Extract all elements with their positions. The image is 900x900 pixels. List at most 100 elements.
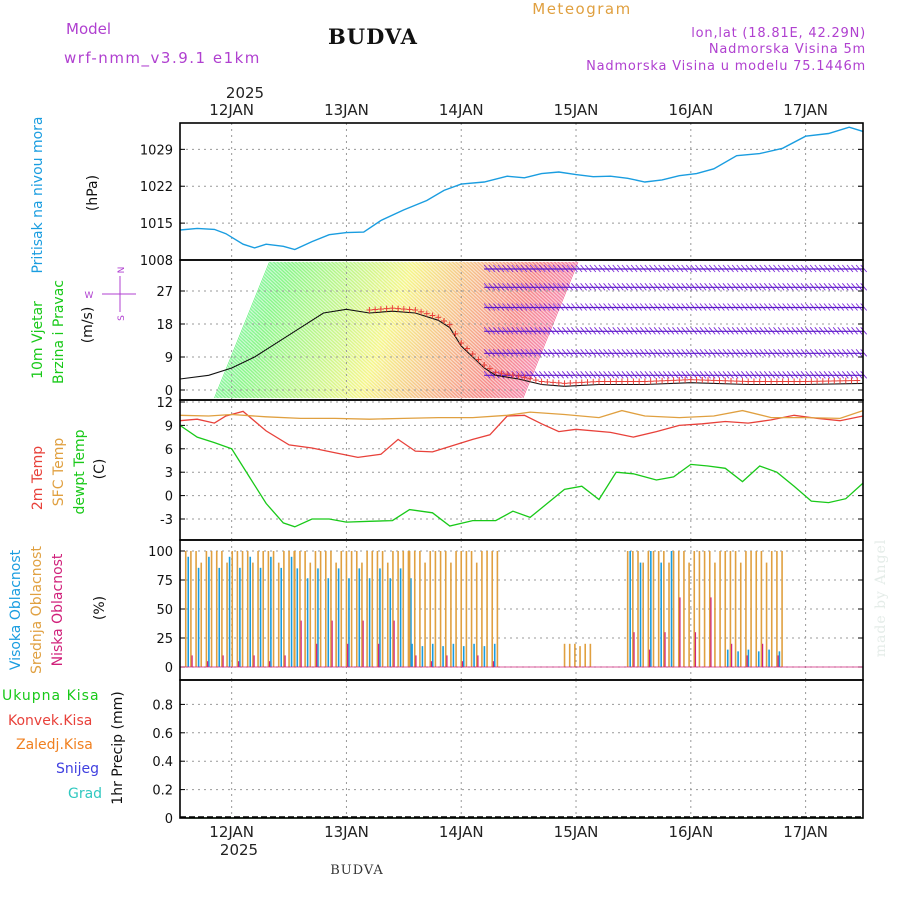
wind-axis-label-1: 10m Vjetar	[30, 301, 46, 379]
wind-barb-stroke	[402, 261, 459, 399]
wind-rose-west: W	[85, 291, 94, 301]
bottom-day-label: 12JAN	[209, 823, 254, 841]
pressure-panel: 1008 1015 1022 1029	[140, 122, 864, 269]
wind-barb-stroke	[345, 261, 401, 399]
wind-barb-stroke	[287, 261, 343, 399]
wind-barb-stroke	[368, 261, 424, 399]
temp-ytick-label: 12	[156, 396, 173, 411]
model-label: Model	[66, 20, 111, 38]
wind-barb-stroke	[302, 261, 358, 399]
wind-barb-stroke	[254, 261, 310, 399]
top-day-label: 17JAN	[783, 101, 828, 119]
wind-barb-stroke	[424, 261, 481, 399]
wind-barb-stroke	[357, 261, 413, 399]
pressure-line	[179, 126, 864, 251]
wind-rose-south: S	[117, 315, 127, 321]
wind-barb-stroke	[262, 261, 318, 399]
wind-barb-stroke	[343, 261, 400, 399]
wind-barb-stroke	[376, 261, 433, 399]
wind-barb-stroke	[434, 261, 491, 399]
precip-panel: 0 0.2 0.4 0.6 0.8	[152, 679, 864, 827]
wind-barb-stroke	[380, 261, 437, 399]
wind-barb-stroke	[435, 261, 492, 399]
wind-barb-stroke	[317, 261, 374, 399]
wind-barb-stroke	[238, 261, 295, 399]
wind-barb-stroke	[453, 261, 510, 399]
model-elevation-label: Nadmorska Visina u modelu 75.1446m	[586, 59, 866, 74]
wind-barb-stroke	[426, 261, 482, 399]
pressure-unit-label: (hPa)	[85, 175, 101, 211]
wind-barb-stroke	[346, 261, 402, 399]
wind-barb-stroke	[218, 261, 274, 399]
wind-barb-stroke	[255, 261, 312, 399]
t2m-axis-label: 2m Temp	[30, 446, 46, 510]
temp-ytick-label: 0	[165, 490, 173, 505]
model-name: wrf-nmm_v3.9.1 e1km	[64, 49, 261, 68]
wind-barb-stroke	[379, 261, 436, 399]
wind-barb-stroke	[251, 261, 307, 399]
wind-barb-stroke	[397, 261, 453, 399]
wind-barb-stroke	[227, 261, 284, 399]
wind-barb-stroke	[294, 261, 350, 399]
sfc-line	[179, 409, 864, 420]
wind-barb-stroke	[322, 261, 379, 399]
wind-barb-stroke	[318, 261, 375, 399]
wind-barb-stroke	[288, 261, 345, 399]
top-day-label: 15JAN	[554, 101, 599, 119]
wind-barb-stroke	[416, 261, 473, 399]
bottom-day-label: 13JAN	[324, 823, 369, 841]
temp-ytick-label: -3	[160, 513, 173, 528]
wind-barb-stroke	[442, 261, 499, 399]
cloud-ytick-label: 75	[156, 574, 173, 589]
wind-barb-stroke	[430, 261, 486, 399]
wind-barb-stroke	[223, 261, 280, 399]
cloud-bars	[184, 551, 783, 667]
coords-label: lon,lat (18.81E, 42.29N)	[691, 26, 866, 41]
dew-line	[179, 424, 864, 528]
wind-barb-stroke	[431, 261, 488, 399]
wind-barb-stroke	[373, 261, 430, 399]
wind-barb-stroke	[338, 261, 394, 399]
precip-ytick-label: 0.2	[152, 784, 173, 799]
wind-barb-stroke	[418, 261, 474, 399]
wind-barb-stroke	[460, 261, 517, 399]
wind-barb-stroke	[367, 261, 423, 399]
precip-ytick-label: 0.6	[152, 727, 173, 742]
wind-barb-stroke	[401, 261, 458, 399]
wind-barb-stroke	[283, 261, 339, 399]
wind-barb-stroke	[303, 261, 360, 399]
t2m-line	[179, 410, 864, 459]
cloud-panel: 0 25 50 75 100	[148, 539, 864, 681]
bottom-day-labels: 12JAN 13JAN 14JAN 15JAN 16JAN 17JAN	[209, 823, 828, 841]
wind-barb-stroke	[215, 261, 272, 399]
cloud-ytick-label: 100	[148, 545, 173, 560]
wind-barb-stroke	[455, 261, 511, 399]
wind-barb-stroke	[358, 261, 415, 399]
wind-barb-stroke	[276, 261, 332, 399]
wind-barb-stroke	[441, 261, 497, 399]
wind-barb-stroke	[451, 261, 507, 399]
wind-barb-stroke	[237, 261, 294, 399]
wind-barb-stroke	[236, 261, 292, 399]
wind-barb-stroke	[340, 261, 397, 399]
precip-conv-label: Konvek.Kisa	[8, 713, 92, 729]
wind-barb-stroke	[244, 261, 301, 399]
cloud-unit-label: (%)	[92, 596, 108, 620]
wind-barb-stroke	[449, 261, 506, 399]
temp-ytick-label: 9	[165, 419, 173, 434]
wind-barb-stroke	[331, 261, 387, 399]
wind-barb-stroke	[437, 261, 493, 399]
wind-barb-stroke	[327, 261, 383, 399]
pressure-axis-label: Pritisak na nivou mora	[30, 116, 46, 273]
wind-barb-stroke	[347, 261, 404, 399]
wind-barb-stroke	[307, 261, 364, 399]
bottom-day-label: 16JAN	[668, 823, 713, 841]
top-day-label: 13JAN	[324, 101, 369, 119]
wind-barb-stroke	[394, 261, 451, 399]
pressure-ytick-label: 1029	[140, 143, 173, 158]
pressure-ytick-label: 1022	[140, 180, 173, 195]
wind-barb-stroke	[409, 261, 466, 399]
bottom-day-label: 14JAN	[439, 823, 484, 841]
wind-barb-stroke	[321, 261, 378, 399]
